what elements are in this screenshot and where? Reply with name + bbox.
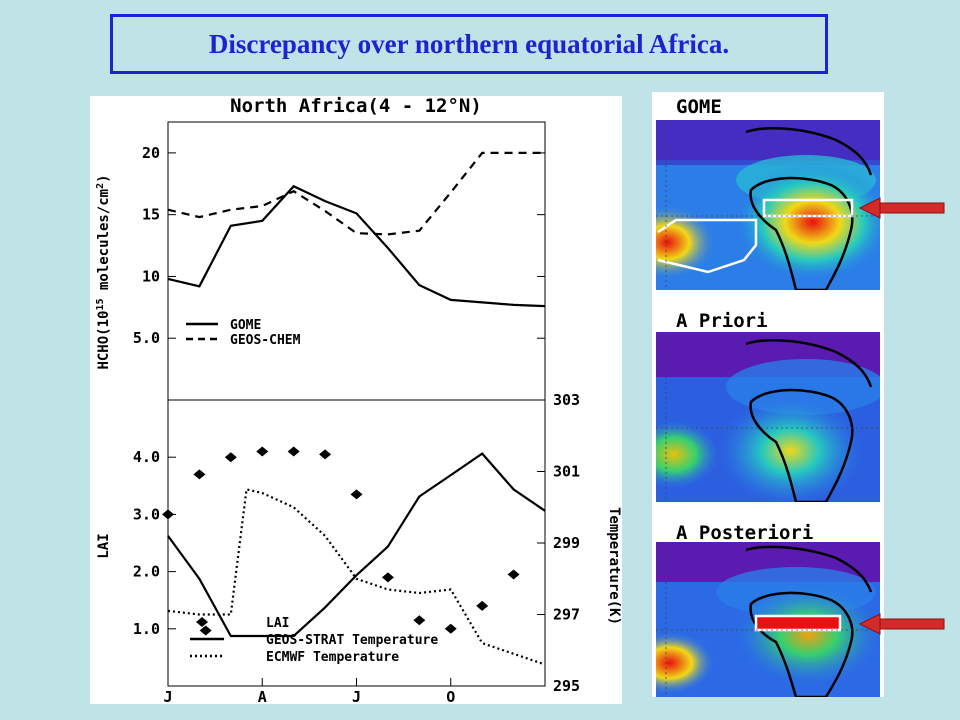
lai-marker [319, 449, 332, 460]
map-a-priori [656, 332, 880, 502]
lai-marker [350, 489, 363, 500]
lai-marker [256, 446, 269, 457]
top-axes: 5.0 10 15 20 [133, 144, 545, 347]
top-y-tick-label: 15 [142, 206, 160, 224]
legend-label-lai: LAI [266, 616, 289, 631]
lai-marker [476, 600, 489, 611]
slide-title-text: Discrepancy over northern equatorial Afr… [208, 28, 730, 59]
x-tick-label: A [258, 688, 267, 704]
x-tick-label: J [163, 688, 172, 704]
right-y-tick-label: 301 [553, 463, 580, 481]
lai-marker [381, 572, 394, 583]
a-posteriori-map-image [656, 542, 880, 699]
legend-label-geos-chem: GEOS-CHEM [230, 333, 301, 348]
lai-marker [507, 569, 520, 580]
a-priori-map-image [656, 332, 880, 502]
lai-marker [224, 452, 237, 463]
slide-title: Discrepancy over northern equatorial Afr… [110, 14, 828, 74]
arrow-gome [858, 197, 945, 219]
bottom-legend: LAI GEOS-STRAT Temperature ECMWF Temperatu… [190, 616, 438, 665]
right-y-axis-label: Temperature(K) [606, 507, 622, 625]
map-title-gome: GOME [676, 96, 722, 118]
legend-label-gome: GOME [230, 318, 261, 333]
bottom-y-axis-label: LAI [96, 533, 112, 558]
map-a-posteriori [656, 542, 880, 712]
right-y-tick-label: 299 [553, 534, 580, 552]
bottom-y-tick-label: 3.0 [133, 505, 160, 523]
bottom-y-tick-label: 4.0 [133, 448, 160, 466]
legend-marker-lai [196, 617, 208, 627]
maps-panel: GOME [652, 92, 884, 699]
map-title-a-posteriori: A Posteriori [676, 522, 814, 544]
lai-marker [193, 469, 206, 480]
right-y-tick-label: 303 [553, 391, 580, 409]
gome-map-image [656, 120, 880, 290]
x-tick-label: O [446, 688, 455, 704]
hcho-lai-temperature-chart: North Africa(4 - 12°N) HCHO(1015 molecul… [95, 96, 622, 704]
map-title-a-priori: A Priori [676, 310, 768, 332]
top-series [167, 151, 546, 308]
lai-marker [413, 615, 426, 626]
top-y-tick-label: 5.0 [133, 329, 160, 347]
lai-marker [444, 623, 457, 634]
bottom-axes: 1.0 2.0 3.0 4.0 295 297 299 301 303 J A J O [133, 391, 580, 704]
bottom-series [162, 446, 546, 666]
right-y-tick-label: 295 [553, 677, 580, 695]
bottom-y-tick-label: 2.0 [133, 563, 160, 581]
top-y-tick-label: 20 [142, 144, 160, 162]
legend-label-geos-strat-temperature: GEOS-STRAT Temperature [266, 633, 438, 648]
x-tick-label: J [352, 688, 361, 704]
plot-frame [167, 121, 546, 687]
legend-label-ecmwf-temperature: ECMWF Temperature [266, 650, 399, 665]
series-geos-chem-line [167, 151, 545, 236]
lai-marker [162, 509, 174, 520]
chart-title: North Africa(4 - 12°N) [230, 96, 482, 117]
series-geos-strat-temperature-line [167, 452, 546, 638]
top-y-tick-label: 10 [142, 267, 160, 285]
right-y-tick-label: 297 [553, 606, 580, 624]
series-gome-line [167, 184, 546, 308]
north-africa-plot: North Africa(4 - 12°N) HCHO(1015 molecul… [90, 96, 622, 704]
lai-marker [287, 446, 300, 457]
map-gome [656, 120, 880, 290]
lai-marker [199, 625, 212, 636]
bottom-y-tick-label: 1.0 [133, 620, 160, 638]
arrow-a-posteriori [858, 613, 945, 635]
top-y-axis-label: HCHO(1015 molecules/cm2) [95, 174, 112, 369]
